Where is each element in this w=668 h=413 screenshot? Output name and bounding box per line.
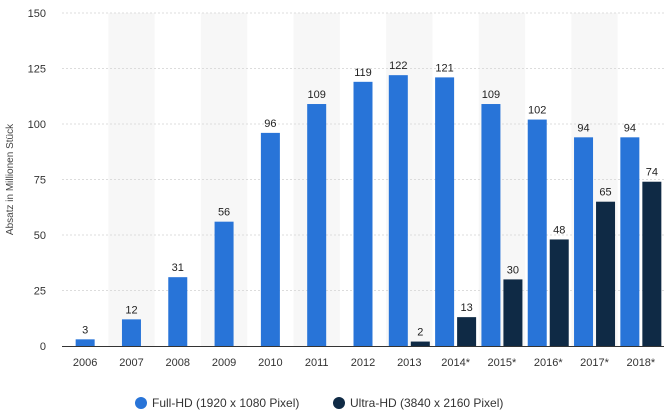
bar-full-hd bbox=[307, 104, 327, 347]
bar-ultra-hd bbox=[457, 317, 477, 346]
legend-label: Full-HD (1920 x 1080 Pixel) bbox=[152, 396, 299, 410]
bar-full-hd bbox=[481, 104, 501, 347]
y-axis-ticks: 0 25 50 75 100 125 150 bbox=[28, 8, 46, 353]
data-label-full-hd: 119 bbox=[354, 67, 372, 79]
x-tick-label: 2016* bbox=[534, 357, 563, 369]
bar-ultra-hd bbox=[596, 201, 616, 346]
data-label-full-hd: 109 bbox=[482, 89, 500, 101]
data-label-full-hd: 12 bbox=[125, 304, 137, 316]
x-tick-label: 2014* bbox=[441, 357, 470, 369]
y-tick-label: 125 bbox=[28, 64, 46, 76]
bar-full-hd bbox=[620, 137, 640, 346]
bar-full-hd bbox=[121, 319, 141, 346]
y-tick-label: 100 bbox=[28, 119, 46, 131]
x-tick-label: 2009 bbox=[212, 357, 236, 369]
bar-full-hd bbox=[353, 81, 373, 346]
data-label-full-hd: 94 bbox=[624, 122, 636, 134]
x-tick-label: 2006 bbox=[73, 357, 97, 369]
data-label-full-hd: 121 bbox=[435, 62, 453, 74]
bar-full-hd bbox=[168, 277, 188, 346]
x-axis-ticks: 2006 2007 2008 2009 2010 2011 2012 2013 2014* 201… bbox=[73, 357, 656, 369]
data-label-ultra-hd: 30 bbox=[507, 264, 519, 276]
x-tick-label: 2008 bbox=[166, 357, 190, 369]
legend-marker bbox=[135, 397, 147, 409]
data-label-full-hd: 122 bbox=[389, 60, 407, 72]
bars bbox=[75, 75, 662, 347]
data-label-ultra-hd: 65 bbox=[599, 187, 611, 199]
data-label-full-hd: 31 bbox=[172, 262, 184, 274]
data-label-ultra-hd: 2 bbox=[417, 327, 423, 339]
bar-ultra-hd bbox=[642, 181, 662, 346]
data-label-full-hd: 109 bbox=[308, 89, 326, 101]
data-labels: 3 12 31 56 96 109 119 122 2 121 13 109 30 102 48 94 65 94… bbox=[82, 60, 658, 338]
bar-full-hd bbox=[214, 221, 234, 346]
y-tick-label: 25 bbox=[34, 286, 46, 298]
bar-full-hd bbox=[574, 137, 594, 346]
y-tick-label: 75 bbox=[34, 175, 46, 187]
bar-full-hd bbox=[75, 339, 95, 346]
data-label-full-hd: 3 bbox=[82, 324, 88, 336]
legend: Full-HD (1920 x 1080 Pixel) Ultra-HD (384… bbox=[135, 396, 503, 410]
x-tick-label: 2018* bbox=[626, 357, 655, 369]
data-label-ultra-hd: 74 bbox=[646, 167, 658, 179]
data-label-full-hd: 56 bbox=[218, 207, 230, 219]
bar-full-hd bbox=[388, 75, 408, 346]
y-tick-label: 150 bbox=[28, 8, 46, 20]
x-tick-label: 2017* bbox=[580, 357, 609, 369]
legend-marker bbox=[333, 397, 345, 409]
x-tick-label: 2012 bbox=[351, 357, 375, 369]
x-tick-label: 2015* bbox=[488, 357, 517, 369]
y-axis-label: Absatz in Millionen Stück bbox=[5, 123, 16, 235]
bar-full-hd bbox=[435, 77, 455, 346]
bar-full-hd bbox=[527, 119, 547, 346]
bar-full-hd bbox=[260, 132, 280, 346]
data-label-full-hd: 102 bbox=[528, 105, 546, 117]
bar-ultra-hd bbox=[410, 341, 430, 346]
bar-ultra-hd bbox=[503, 279, 523, 346]
data-label-full-hd: 94 bbox=[577, 122, 589, 134]
data-label-ultra-hd: 13 bbox=[460, 302, 472, 314]
y-tick-label: 50 bbox=[34, 230, 46, 242]
x-tick-label: 2007 bbox=[119, 357, 143, 369]
data-label-full-hd: 96 bbox=[264, 118, 276, 130]
y-tick-label: 0 bbox=[40, 341, 46, 353]
bar-ultra-hd bbox=[549, 239, 569, 346]
data-label-ultra-hd: 48 bbox=[553, 224, 565, 236]
x-tick-label: 2010 bbox=[258, 357, 282, 369]
x-tick-label: 2011 bbox=[305, 357, 329, 369]
x-tick-label: 2013 bbox=[397, 357, 421, 369]
legend-label: Ultra-HD (3840 x 2160 Pixel) bbox=[350, 396, 503, 410]
